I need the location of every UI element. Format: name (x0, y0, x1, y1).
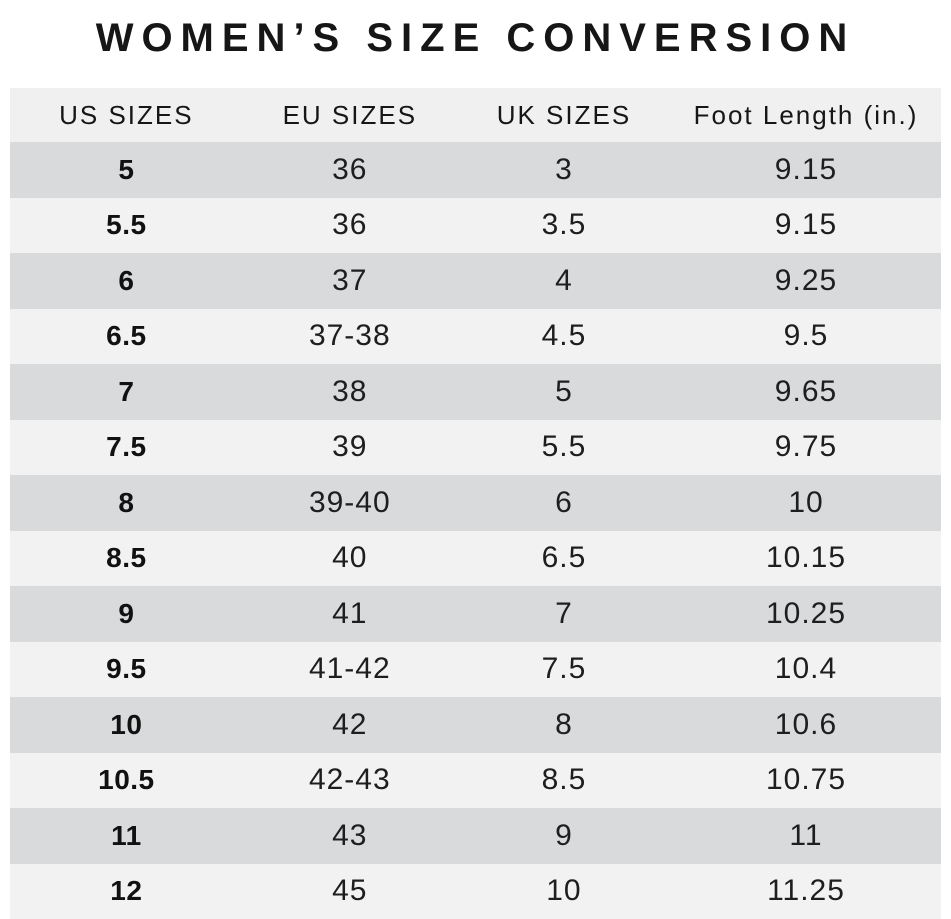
header-uk-sizes: UK SIZES (457, 88, 671, 142)
foot-length-cell: 9.65 (671, 364, 941, 420)
eu-size-cell: 42-43 (243, 753, 457, 809)
eu-size-cell: 37 (243, 253, 457, 309)
eu-size-cell: 45 (243, 864, 457, 919)
foot-length-cell: 9.15 (671, 198, 941, 254)
uk-size-cell: 7 (457, 586, 671, 642)
header-us-sizes: US SIZES (10, 88, 243, 142)
foot-length-cell: 10.15 (671, 531, 941, 587)
us-size-cell: 10 (10, 697, 243, 753)
foot-length-cell: 9.75 (671, 420, 941, 476)
us-size-cell: 5.5 (10, 198, 243, 254)
us-size-cell: 12 (10, 864, 243, 919)
us-size-cell: 6 (10, 253, 243, 309)
page-title: WOMEN’S SIZE CONVERSION (0, 0, 951, 62)
eu-size-cell: 36 (243, 198, 457, 254)
foot-length-cell: 9.25 (671, 253, 941, 309)
eu-size-cell: 36 (243, 142, 457, 198)
uk-size-cell: 4.5 (457, 309, 671, 365)
us-size-cell: 9 (10, 586, 243, 642)
uk-size-cell: 10 (457, 864, 671, 919)
foot-length-cell: 9.5 (671, 309, 941, 365)
header-row: US SIZES EU SIZES UK SIZES Foot Length (… (10, 88, 941, 142)
uk-size-cell: 6 (457, 475, 671, 531)
uk-size-cell: 7.5 (457, 642, 671, 698)
foot-length-cell: 10 (671, 475, 941, 531)
eu-size-cell: 39-40 (243, 475, 457, 531)
us-size-cell: 10.5 (10, 753, 243, 809)
us-size-cell: 9.5 (10, 642, 243, 698)
uk-size-cell: 8 (457, 697, 671, 753)
foot-length-cell: 10.25 (671, 586, 941, 642)
uk-size-cell: 5 (457, 364, 671, 420)
header-foot-length: Foot Length (in.) (671, 88, 941, 142)
eu-size-cell: 38 (243, 364, 457, 420)
eu-size-cell: 42 (243, 697, 457, 753)
foot-length-cell: 9.15 (671, 142, 941, 198)
uk-size-cell: 6.5 (457, 531, 671, 587)
us-size-cell: 8.5 (10, 531, 243, 587)
uk-size-cell: 3 (457, 142, 671, 198)
eu-size-cell: 39 (243, 420, 457, 476)
foot-length-cell: 10.4 (671, 642, 941, 698)
foot-length-cell: 10.75 (671, 753, 941, 809)
eu-size-cell: 41 (243, 586, 457, 642)
foot-length-cell: 10.6 (671, 697, 941, 753)
header-eu-sizes: EU SIZES (243, 88, 457, 142)
uk-size-cell: 4 (457, 253, 671, 309)
us-size-cell: 5 (10, 142, 243, 198)
eu-size-cell: 43 (243, 808, 457, 864)
foot-length-cell: 11 (671, 808, 941, 864)
uk-size-cell: 5.5 (457, 420, 671, 476)
us-size-cell: 8 (10, 475, 243, 531)
us-size-cell: 6.5 (10, 309, 243, 365)
eu-size-cell: 41-42 (243, 642, 457, 698)
us-size-cell: 7.5 (10, 420, 243, 476)
size-conversion-table: US SIZES EU SIZES UK SIZES Foot Length (… (10, 88, 941, 919)
us-size-cell: 11 (10, 808, 243, 864)
uk-size-cell: 3.5 (457, 198, 671, 254)
uk-size-cell: 8.5 (457, 753, 671, 809)
us-size-cell: 7 (10, 364, 243, 420)
foot-length-cell: 11.25 (671, 864, 941, 919)
uk-size-cell: 9 (457, 808, 671, 864)
eu-size-cell: 40 (243, 531, 457, 587)
eu-size-cell: 37-38 (243, 309, 457, 365)
